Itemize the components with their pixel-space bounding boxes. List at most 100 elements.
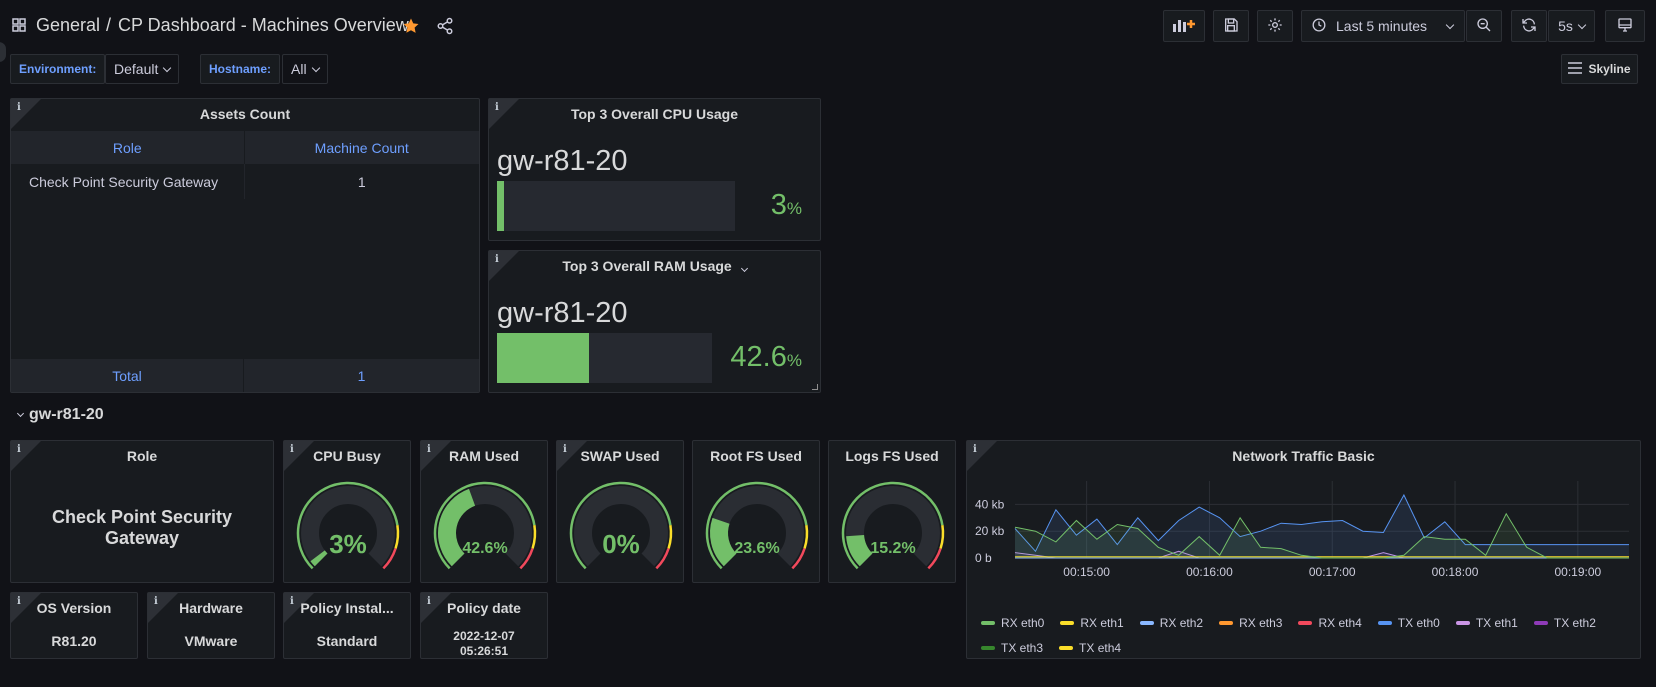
star-icon[interactable]	[402, 17, 420, 38]
time-range-picker[interactable]: Last 5 minutes	[1301, 10, 1465, 42]
legend-item[interactable]: RX eth1	[1060, 612, 1124, 634]
cpu-bar-number: 3	[770, 189, 787, 221]
info-icon: i	[290, 596, 294, 607]
assets-table: Role Machine Count Check Point Security …	[11, 131, 479, 199]
network-traffic-chart[interactable]: 0 b 20 kb 40 kb 00:15:00 00:16:00 00:17:00 00:…	[967, 471, 1640, 596]
panel-info-corner[interactable]	[11, 441, 41, 471]
panel-title: Top 3 Overall CPU Usage	[570, 106, 738, 122]
info-icon: i	[290, 444, 294, 455]
gauge-threshold-band	[394, 524, 400, 549]
x-tick-label: 00:18:00	[1432, 565, 1479, 579]
zoom-out-icon	[1476, 17, 1492, 36]
legend-swatch	[1059, 646, 1074, 650]
add-panel-icon	[1172, 17, 1196, 36]
environment-select[interactable]: Default	[105, 54, 180, 84]
row-title[interactable]: gw-r81-20	[16, 406, 104, 424]
panel-title: Network Traffic Basic	[1232, 448, 1375, 464]
legend-item[interactable]: RX eth3	[1219, 612, 1282, 634]
legend-swatch	[1533, 621, 1548, 625]
panel-title: RAM Used	[448, 448, 519, 464]
footer-total-label: Total	[11, 359, 244, 392]
legend-label: RX eth4	[1318, 616, 1362, 630]
chevron-down-icon	[311, 63, 320, 72]
y-tick-label: 0 b	[975, 551, 992, 565]
legend-item[interactable]: TX eth0	[1377, 612, 1440, 634]
legend-item[interactable]: TX eth3	[981, 637, 1043, 659]
refresh-interval-picker[interactable]: 5s	[1548, 10, 1595, 42]
legend-swatch	[1060, 621, 1075, 625]
panel-info-corner[interactable]	[284, 593, 314, 623]
panel-title-text: Top 3 Overall RAM Usage	[562, 258, 732, 274]
skyline-button[interactable]: Skyline	[1561, 54, 1638, 84]
dashboard-title[interactable]: CP Dashboard - Machines Overview	[118, 15, 409, 35]
breadcrumb-folder[interactable]: General	[36, 15, 101, 35]
policy-installed-value: Standard	[316, 633, 378, 649]
resize-handle-icon[interactable]	[812, 384, 818, 390]
save-dashboard-button[interactable]	[1213, 10, 1249, 42]
legend-item[interactable]: RX eth2	[1139, 612, 1203, 634]
footer-total-value: 1	[357, 367, 366, 384]
panel-info-corner[interactable]	[489, 99, 519, 129]
legend-item[interactable]: TX eth4	[1059, 637, 1121, 659]
panel-info-corner[interactable]	[421, 593, 451, 623]
panel-info-corner[interactable]	[967, 441, 997, 471]
legend-label: TX eth2	[1553, 616, 1596, 630]
panel-info-corner[interactable]	[11, 593, 41, 623]
gauge-panel-root-fs-used: Root FS Used 23.6%	[692, 440, 820, 583]
refresh-button[interactable]	[1511, 10, 1547, 42]
legend-swatch	[1219, 621, 1234, 625]
network-traffic-panel: i Network Traffic Basic 0 b 20 kb 40 kb 00:…	[966, 440, 1641, 659]
share-icon[interactable]	[436, 17, 454, 38]
gauge-threshold-band	[791, 548, 806, 570]
save-icon	[1223, 17, 1239, 36]
series-area	[1015, 513, 1629, 558]
x-tick-label: 00:19:00	[1554, 565, 1601, 579]
tv-mode-button[interactable]	[1605, 10, 1645, 42]
apps-grid-icon[interactable]	[12, 18, 26, 32]
info-icon: i	[17, 596, 21, 607]
info-icon: i	[563, 444, 567, 455]
ram-bar-value: 42.6%	[730, 341, 802, 374]
os-version-value: R81.20	[51, 633, 97, 649]
top-ram-usage-panel: i Top 3 Overall RAM Usage gw-r81-20 42.6…	[488, 250, 821, 393]
gauge-threshold-band	[939, 524, 945, 549]
hardware-panel: i Hardware VMware	[147, 592, 275, 659]
add-panel-button[interactable]	[1163, 10, 1205, 42]
sidebar-toggle[interactable]	[0, 42, 6, 62]
cpu-bar-fill	[497, 181, 505, 231]
series-area	[1015, 495, 1629, 558]
panel-info-corner[interactable]	[557, 441, 587, 471]
legend-item[interactable]: RX eth0	[981, 612, 1044, 634]
row-title-text: gw-r81-20	[29, 406, 104, 423]
gauge-threshold-band	[519, 548, 534, 570]
column-header-role[interactable]: Role	[11, 131, 245, 164]
zoom-out-button[interactable]	[1466, 10, 1502, 42]
legend-label: TX eth0	[1397, 616, 1440, 630]
breadcrumb-separator: /	[106, 15, 112, 35]
chevron-down-icon	[1577, 20, 1587, 29]
panel-title[interactable]: Top 3 Overall RAM Usage	[489, 258, 820, 274]
panel-info-corner[interactable]	[148, 593, 178, 623]
gauge-threshold-band	[803, 524, 809, 549]
panel-title: CPU Busy	[313, 448, 381, 464]
panel-info-corner[interactable]	[421, 441, 451, 471]
panel-info-corner[interactable]	[284, 441, 314, 471]
gauge-value: 0%	[602, 529, 640, 559]
gauge-track	[574, 486, 668, 567]
legend-item[interactable]: RX eth4	[1298, 612, 1362, 634]
column-header-machine-count[interactable]: Machine Count	[244, 131, 479, 164]
legend-item[interactable]: TX eth2	[1533, 612, 1596, 634]
dashboard-settings-button[interactable]	[1257, 10, 1293, 42]
legend-item[interactable]: TX eth1	[1455, 612, 1518, 634]
legend-label: RX eth0	[1001, 616, 1045, 630]
panel-info-corner[interactable]	[11, 99, 41, 129]
hostname-select[interactable]: All	[282, 54, 328, 84]
ram-bar-unit: %	[786, 351, 802, 370]
gauge-panel-cpu-busy: i CPU Busy 3%	[283, 440, 411, 583]
info-icon: i	[17, 102, 21, 113]
panel-info-corner[interactable]	[489, 251, 519, 281]
policy-date-panel: i Policy date 2022-12-07 05:26:51	[420, 592, 548, 659]
gauge-value-arc	[710, 517, 737, 567]
gauge-panel-logs-fs-used: Logs FS Used 15.2%	[828, 440, 956, 583]
gauge-threshold-band	[569, 481, 672, 570]
